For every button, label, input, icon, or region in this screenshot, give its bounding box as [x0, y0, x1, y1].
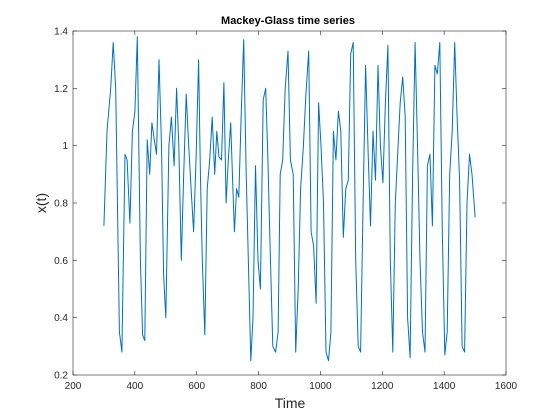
x-axis: 200 400 600 800 1000 1200 1400 1600: [65, 31, 518, 392]
y-tick-label: 1: [62, 141, 68, 152]
y-tick-label: 0.4: [54, 313, 68, 324]
series-layer: [103, 36, 476, 362]
x-tick-label: 1600: [495, 381, 518, 392]
x-tick-label: 1200: [371, 381, 394, 392]
y-tick-label: 0.8: [54, 199, 68, 210]
y-tick-label: 0.6: [54, 256, 68, 267]
x-tick-label: 400: [127, 381, 144, 392]
chart-title: Mackey-Glass time series: [221, 15, 355, 27]
series-line: [103, 36, 476, 362]
x-tick-label: 600: [188, 381, 205, 392]
y-axis-label: x(t): [33, 193, 49, 213]
y-axis: 0.2 0.4 0.6 0.8 1 1.2 1.4: [54, 27, 506, 382]
y-tick-label: 1.4: [54, 27, 68, 38]
y-tick-label: 1.2: [54, 84, 68, 95]
x-tick-label: 1000: [309, 381, 332, 392]
x-tick-label: 800: [250, 381, 267, 392]
x-axis-label: Time: [275, 395, 306, 411]
x-tick-label: 200: [65, 381, 82, 392]
x-tick-label: 1400: [433, 381, 456, 392]
y-tick-label: 0.2: [54, 371, 68, 382]
